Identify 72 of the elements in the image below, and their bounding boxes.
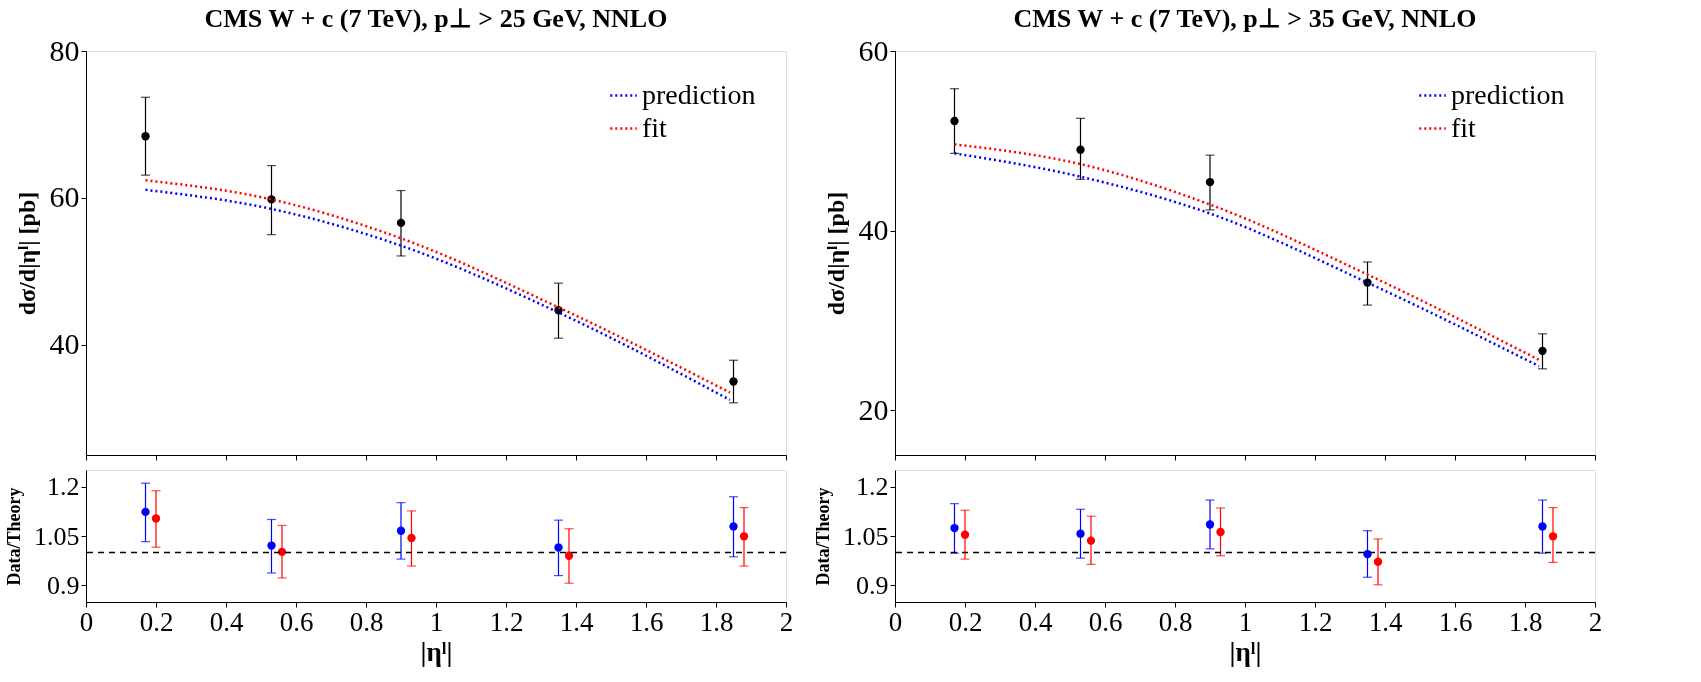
x-tick-label: 0.2 xyxy=(948,606,983,637)
y-axis-title: Data/Theory xyxy=(4,487,24,586)
x-tick-label: 1.4 xyxy=(559,606,594,637)
point xyxy=(554,543,563,552)
point xyxy=(141,507,150,517)
point xyxy=(1363,549,1372,559)
x-tick-label: 1.2 xyxy=(489,606,524,637)
point xyxy=(1548,532,1558,541)
x-tick-label: 0 xyxy=(79,606,94,637)
point xyxy=(1076,529,1085,538)
x-tick-label: 0 xyxy=(888,606,903,637)
y-tick-label: 60 xyxy=(49,180,80,214)
point xyxy=(1538,522,1547,531)
y-tick-label: 1.05 xyxy=(34,521,80,551)
point xyxy=(739,532,749,541)
y-tick-label: 40 xyxy=(858,213,889,247)
point xyxy=(141,132,150,141)
y-tick-label: 60 xyxy=(858,33,889,67)
y-tick-label: 40 xyxy=(49,327,80,361)
x-tick-label: 1.6 xyxy=(1438,606,1473,637)
point xyxy=(1538,346,1547,356)
point xyxy=(729,377,738,386)
point xyxy=(1205,520,1215,529)
point xyxy=(1216,527,1225,537)
x-tick-label: 1.8 xyxy=(699,606,734,637)
point xyxy=(407,533,416,543)
x-tick-label: 0.2 xyxy=(139,606,174,637)
x-tick-label: 1.6 xyxy=(629,606,664,637)
x-tick-label: 0.4 xyxy=(1018,606,1053,637)
y-axis-title: Data/Theory xyxy=(813,487,833,586)
y-tick-label: 80 xyxy=(49,33,80,67)
point xyxy=(950,523,959,533)
point xyxy=(1076,145,1085,154)
chart-title: CMS W + c (7 TeV), p⊥ > 35 GeV, NNLO xyxy=(1013,4,1477,33)
point xyxy=(1086,536,1096,545)
point xyxy=(151,514,161,523)
x-tick-label: 0.6 xyxy=(1088,606,1123,637)
y-tick-label: 20 xyxy=(858,392,889,426)
legend-label: prediction xyxy=(1451,78,1565,110)
y-tick-label: 1.2 xyxy=(47,472,80,501)
y-tick-label: 0.9 xyxy=(47,571,80,600)
x-tick-label: 1.8 xyxy=(1508,606,1543,637)
legend-label: prediction xyxy=(642,78,756,110)
chart-title: CMS W + c (7 TeV), p⊥ > 25 GeV, NNLO xyxy=(204,4,668,33)
x-tick-label: 0.8 xyxy=(1158,606,1193,637)
point xyxy=(396,218,406,228)
point xyxy=(1205,177,1215,187)
point xyxy=(564,551,574,560)
x-tick-label: 2 xyxy=(1588,606,1603,637)
x-tick-label: 1 xyxy=(429,606,444,637)
y-axis-title: dσ/d|ηˡ| [pb] xyxy=(13,191,40,316)
x-tick-label: 1.2 xyxy=(1298,606,1333,637)
legend-label: fit xyxy=(642,111,668,143)
y-tick-label: 1.05 xyxy=(843,521,889,551)
x-axis-title: |ηˡ| xyxy=(420,636,453,667)
x-tick-label: 2 xyxy=(779,606,794,637)
y-axis-title: dσ/d|ηˡ| [pb] xyxy=(822,191,849,316)
x-tick-label: 1 xyxy=(1238,606,1253,637)
x-axis-title: |ηˡ| xyxy=(1229,636,1262,667)
point xyxy=(960,530,970,539)
point xyxy=(1373,557,1383,566)
x-tick-label: 1.4 xyxy=(1368,606,1403,637)
x-tick-label: 0.8 xyxy=(349,606,384,637)
legend-label: fit xyxy=(1451,111,1477,143)
point xyxy=(729,522,738,531)
x-tick-label: 0.6 xyxy=(279,606,314,637)
point xyxy=(950,116,959,126)
y-tick-label: 1.2 xyxy=(856,472,889,501)
point xyxy=(396,526,406,535)
x-tick-label: 0.4 xyxy=(209,606,244,637)
point xyxy=(267,541,276,550)
y-tick-label: 0.9 xyxy=(856,571,889,600)
